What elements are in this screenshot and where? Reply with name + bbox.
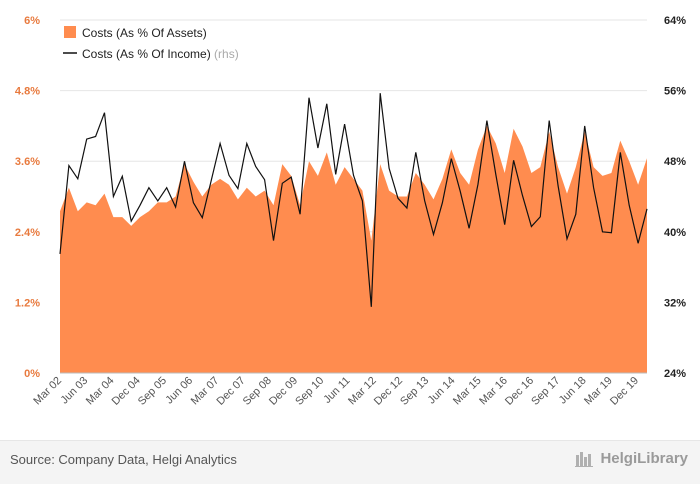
right-axis-ticks: 24% 32% 40% 48% 56% 64% xyxy=(664,15,686,380)
library-icon xyxy=(575,451,594,467)
left-tick-label: 6% xyxy=(24,15,40,27)
legend-label-income-rhs: (rhs) xyxy=(214,47,239,61)
left-axis-ticks: 0% 1.2% 2.4% 3.6% 4.8% 6% xyxy=(15,15,40,380)
right-tick-label: 64% xyxy=(664,15,686,27)
legend-label-income[interactable]: Costs (As % Of Income) (rhs) xyxy=(82,47,239,61)
x-tick-label: Sep 08 xyxy=(241,375,274,408)
x-tick-label: Sep 05 xyxy=(136,375,169,408)
legend[interactable]: Costs (As % Of Assets) Costs (As % Of In… xyxy=(63,26,239,61)
right-tick-label: 48% xyxy=(664,156,686,168)
left-tick-label: 2.4% xyxy=(15,227,40,239)
x-tick-label: Dec 09 xyxy=(267,375,300,408)
footer: Source: Company Data, Helgi Analytics He… xyxy=(0,440,700,484)
x-tick-label: Mar 15 xyxy=(451,375,484,408)
line-costs-income xyxy=(59,93,648,307)
x-tick-label: Sep 13 xyxy=(398,375,431,408)
x-tick-label: Sep 17 xyxy=(529,375,562,408)
x-tick-label: Dec 04 xyxy=(110,375,143,408)
legend-label-assets[interactable]: Costs (As % Of Assets) xyxy=(82,26,207,40)
x-tick-label: Dec 12 xyxy=(372,375,405,408)
right-tick-label: 32% xyxy=(664,297,686,309)
brand-logo[interactable]: HelgiLibrary xyxy=(575,450,688,467)
x-tick-label: Dec 19 xyxy=(608,375,641,408)
chart: 0%1.2%2.4%3.6%4.8%6% 24%32%40%48%56%64% … xyxy=(15,15,686,408)
legend-label-income-name: Costs (As % Of Income) xyxy=(82,47,211,61)
brand-name: HelgiLibrary xyxy=(600,450,688,467)
legend-swatch-assets xyxy=(64,26,76,38)
x-tick-label: Dec 16 xyxy=(503,375,536,408)
left-tick-label: 1.2% xyxy=(15,297,40,309)
x-tick-label: Dec 07 xyxy=(215,375,248,408)
area-costs-assets xyxy=(60,125,647,374)
right-tick-label: 24% xyxy=(664,368,686,380)
right-tick-label: 56% xyxy=(664,86,686,98)
right-tick-label: 40% xyxy=(664,227,686,239)
left-tick-label: 0% xyxy=(24,368,40,380)
x-tick-label: Sep 10 xyxy=(293,375,326,408)
source-text: Source: Company Data, Helgi Analytics xyxy=(10,452,237,467)
left-tick-label: 3.6% xyxy=(15,156,40,168)
left-tick-label: 4.8% xyxy=(15,86,40,98)
